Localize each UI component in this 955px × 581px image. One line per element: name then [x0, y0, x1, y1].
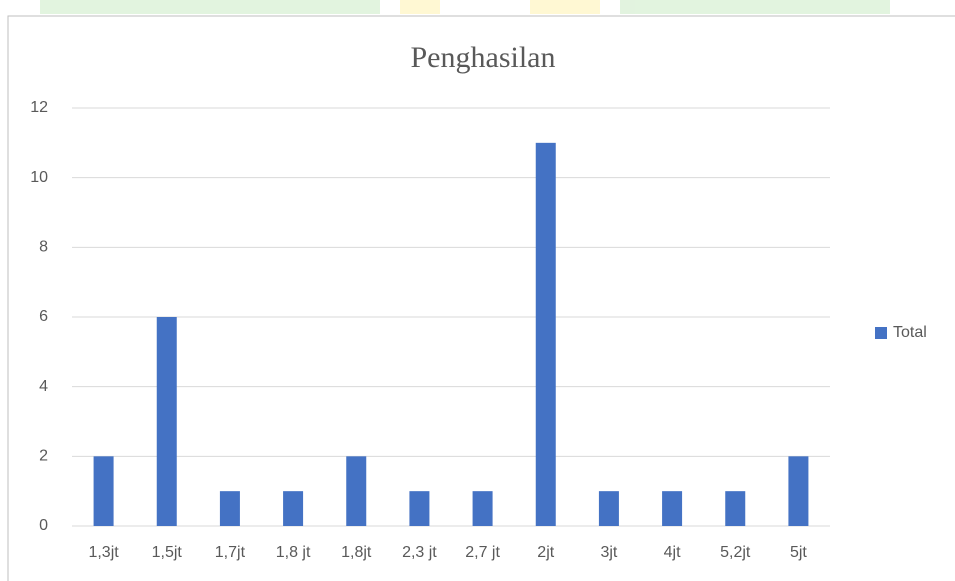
bar — [93, 456, 114, 526]
x-tick-label: 1,8 jt — [276, 544, 311, 561]
legend-swatch — [875, 327, 887, 339]
bar — [535, 142, 556, 527]
x-tick-label: 4jt — [664, 544, 681, 561]
x-tick-label: 2,3 jt — [402, 544, 437, 561]
x-tick-label: 1,7jt — [215, 544, 246, 561]
bar — [283, 491, 304, 526]
y-tick-label: 12 — [30, 99, 48, 116]
bar — [788, 456, 809, 526]
chart-title: Penghasilan — [411, 41, 556, 74]
x-tick-label: 5jt — [790, 544, 807, 561]
y-tick-label: 10 — [30, 169, 48, 186]
x-tick-label: 1,3jt — [88, 544, 119, 561]
y-tick-label: 6 — [39, 308, 48, 325]
bar — [219, 491, 240, 526]
bar — [346, 456, 367, 526]
y-tick-label: 0 — [39, 517, 48, 534]
x-tick-label: 3jt — [600, 544, 617, 561]
watermark — [40, 0, 890, 14]
bar — [472, 491, 493, 526]
x-tick-label: 1,5jt — [152, 544, 183, 561]
x-tick-label: 5,2jt — [720, 544, 751, 561]
bar — [662, 491, 683, 526]
bar — [725, 491, 746, 526]
bar — [409, 491, 430, 526]
x-tick-label: 2jt — [537, 544, 554, 561]
y-tick-label: 4 — [39, 378, 48, 395]
legend-label: Total — [893, 324, 927, 341]
bar — [598, 491, 619, 526]
bar — [156, 317, 177, 526]
x-tick-label: 1,8jt — [341, 544, 372, 561]
x-tick-label: 2,7 jt — [465, 544, 500, 561]
y-tick-label: 2 — [39, 448, 48, 465]
chart-border — [7, 15, 955, 581]
y-tick-label: 8 — [39, 239, 48, 256]
